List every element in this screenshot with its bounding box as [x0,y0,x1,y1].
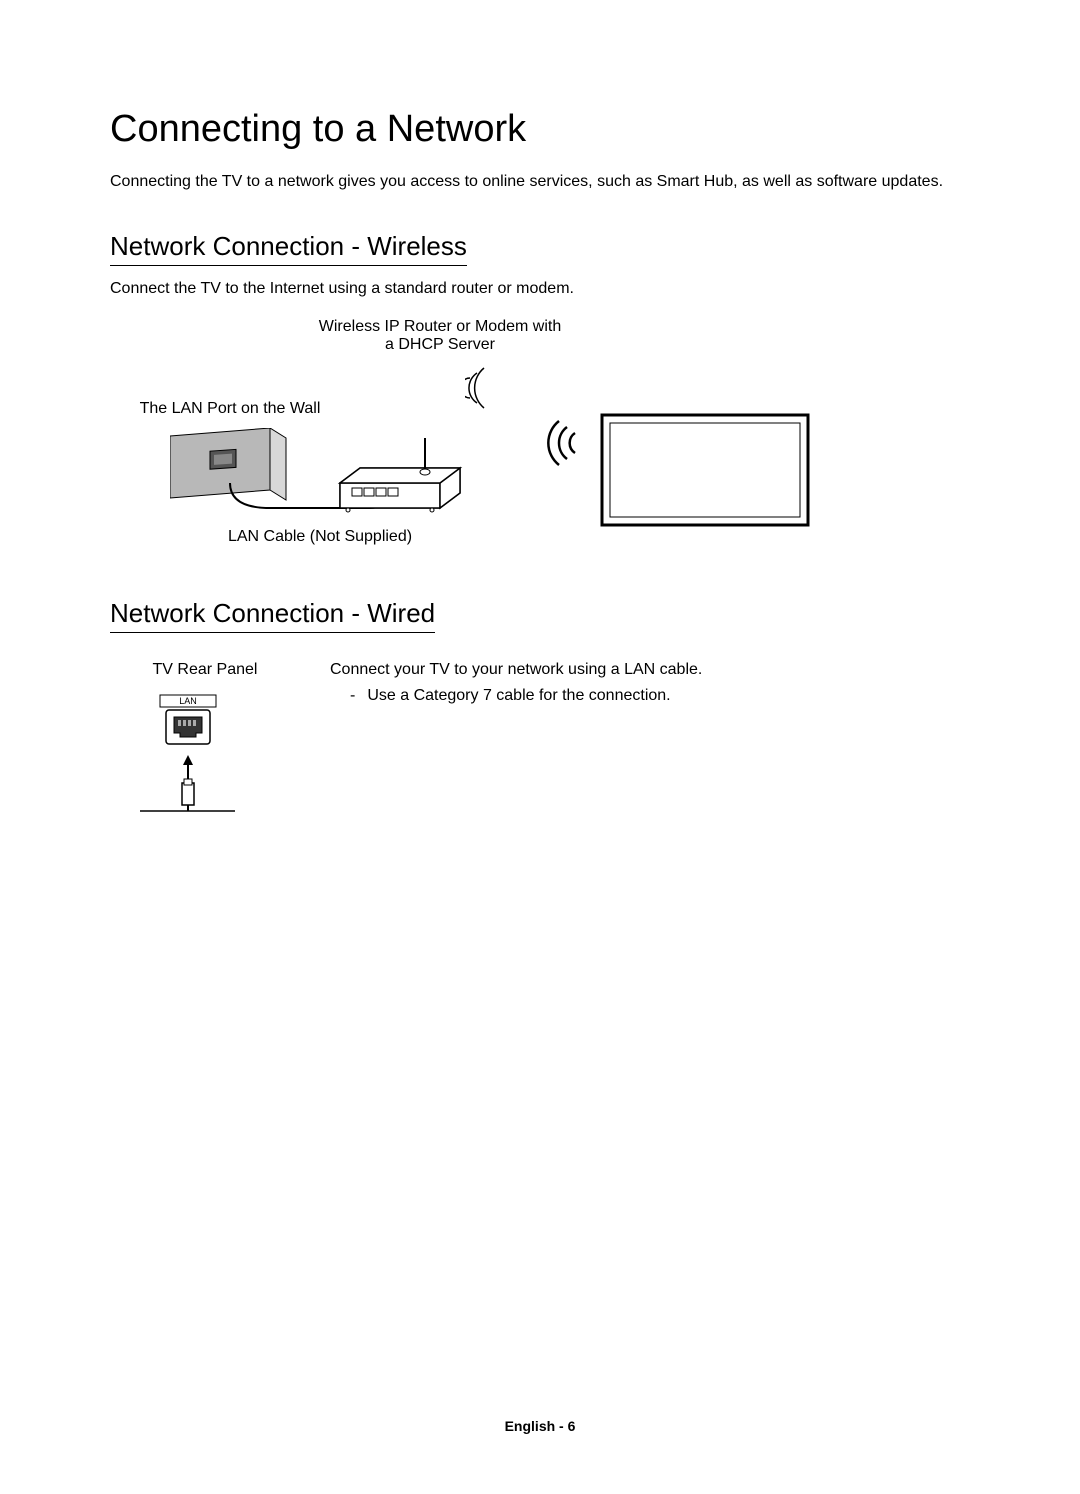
wired-body: Connect your TV to your network using a … [330,661,970,679]
tv-rear-panel-label: TV Rear Panel [110,661,300,679]
signal-left-icon [540,413,585,473]
section-wireless: Network Connection - Wireless Connect th… [110,231,970,558]
wireless-diagram: Wireless IP Router or Modem with a DHCP … [110,318,970,558]
wireless-heading: Network Connection - Wireless [110,231,467,266]
router-label: Wireless IP Router or Modem with a DHCP … [290,318,590,354]
tv-rear-panel-icon: LAN [140,693,260,823]
page-footer: English - 6 [0,1418,1080,1434]
page-title: Connecting to a Network [110,108,970,151]
wired-bullet: Use a Category 7 cable for the connectio… [330,687,970,705]
tv-icon [600,413,810,533]
lan-port-text: LAN [179,696,197,706]
wireless-body: Connect the TV to the Internet using a s… [110,280,970,298]
router-label-line1: Wireless IP Router or Modem with [290,318,590,336]
section-wired: Network Connection - Wired TV Rear Panel… [110,598,970,828]
router-label-line2: a DHCP Server [290,336,590,354]
signal-right-icon [465,363,510,413]
router-icon [330,438,470,518]
intro-text: Connecting the TV to a network gives you… [110,173,970,191]
wired-heading: Network Connection - Wired [110,598,435,633]
lan-cable-label: LAN Cable (Not Supplied) [190,528,450,546]
lan-port-label: The LAN Port on the Wall [110,400,350,418]
